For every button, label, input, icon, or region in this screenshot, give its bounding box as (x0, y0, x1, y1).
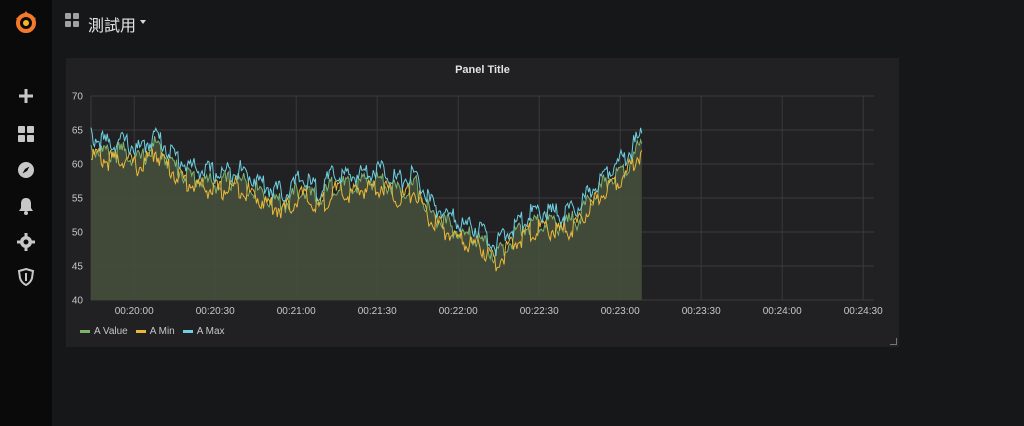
legend: A Value A Min A Max (80, 326, 225, 337)
x-tick-label: 00:24:00 (763, 306, 802, 317)
legend-swatch (135, 330, 146, 333)
dashboards-icon[interactable] (16, 124, 36, 144)
y-tick-label: 60 (72, 160, 84, 171)
x-tick-label: 00:21:00 (277, 306, 316, 317)
x-tick-label: 00:22:00 (439, 306, 478, 317)
y-tick-label: 65 (72, 126, 84, 137)
series-line-a-value (90, 136, 643, 264)
grafana-logo-icon[interactable] (12, 8, 40, 36)
legend-swatch (182, 330, 193, 333)
x-tick-label: 00:23:30 (682, 306, 721, 317)
x-tick-label: 00:20:30 (196, 306, 235, 317)
legend-item-a-value[interactable]: A Value (80, 326, 128, 337)
x-tick-label: 00:20:00 (115, 306, 154, 317)
y-tick-label: 45 (72, 262, 84, 273)
x-tick-label: 00:23:00 (601, 306, 640, 317)
x-tick-label: 00:24:30 (844, 306, 883, 317)
panel-title[interactable]: Panel Title (455, 64, 510, 76)
gear-icon[interactable] (16, 232, 36, 252)
x-tick-label: 00:22:30 (520, 306, 559, 317)
explore-icon[interactable] (16, 160, 36, 180)
legend-label: A Min (149, 326, 175, 337)
chart-area: 40 45 50 55 60 65 70 00:20:00 00:20:30 00:21:00 00… (72, 92, 883, 318)
legend-item-a-max[interactable]: A Max (182, 326, 225, 337)
legend-swatch (80, 330, 90, 333)
sidebar (0, 0, 52, 426)
series-line-a-min (90, 147, 643, 272)
plus-icon[interactable] (16, 86, 36, 106)
dashboard-header: 測試用 (52, 0, 1024, 48)
y-tick-label: 70 (72, 92, 84, 103)
x-tick-label: 00:21:30 (358, 306, 397, 317)
y-tick-label: 50 (72, 228, 84, 239)
y-tick-label: 40 (72, 296, 84, 307)
shield-icon[interactable] (16, 267, 36, 287)
series-line-a-max (90, 126, 643, 257)
bell-icon[interactable] (16, 196, 36, 216)
legend-item-a-min[interactable]: A Min (135, 326, 175, 337)
y-tick-label: 55 (72, 194, 84, 205)
graph-panel: Panel Title 40 45 50 55 60 65 70 00:20:00 00:20:… (66, 58, 899, 347)
panel-resize-handle[interactable] (890, 338, 897, 345)
dashboard-grid-icon (65, 13, 79, 27)
legend-label: A Value (94, 326, 128, 337)
legend-label: A Max (196, 326, 225, 337)
dashboard-title[interactable]: 測試用 (88, 16, 137, 35)
chevron-down-icon[interactable] (140, 20, 146, 24)
